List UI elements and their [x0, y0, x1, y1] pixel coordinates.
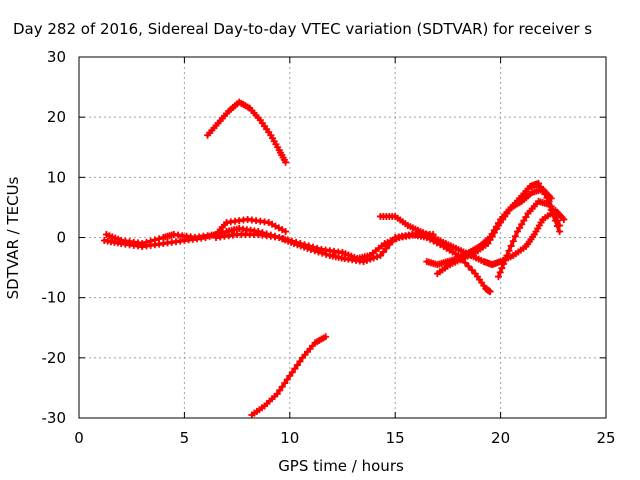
y-axis-label: SDTVAR / TECUs [4, 176, 22, 299]
data-point [488, 232, 496, 240]
x-tick-label: 0 [74, 429, 84, 447]
data-point [486, 288, 494, 296]
x-tick-label: 10 [280, 429, 299, 447]
data-point [505, 247, 513, 255]
y-tick-label: 0 [56, 229, 66, 247]
data-point [282, 227, 290, 235]
series-arc-c [212, 230, 437, 263]
data-point [547, 206, 555, 214]
data-point [379, 248, 387, 256]
data-point [147, 237, 155, 245]
y-tick-label: -10 [42, 289, 67, 307]
data-point [279, 235, 287, 243]
data-point [498, 264, 506, 272]
data-point [293, 361, 301, 369]
data-points [100, 98, 568, 419]
axis-ticks: 0 5 10 15 20 25 -30 -20 -10 0 10 20 30 [42, 48, 616, 447]
y-tick-label: -30 [42, 409, 67, 427]
data-point [484, 240, 492, 248]
series-arc-e [423, 185, 555, 269]
data-point [278, 383, 286, 391]
data-point [373, 253, 381, 261]
data-point [549, 211, 557, 219]
data-point [494, 273, 502, 281]
data-point [543, 194, 551, 202]
data-point [292, 238, 300, 246]
data-point [155, 235, 163, 243]
data-point [281, 379, 289, 387]
data-point [539, 187, 547, 195]
data-point [296, 240, 304, 248]
data-point [138, 240, 146, 248]
data-point [520, 217, 528, 225]
series-line [425, 187, 553, 267]
data-point [560, 215, 568, 223]
data-point [288, 237, 296, 245]
chart-title: Day 282 of 2016, Sidereal Day-to-day VTE… [13, 20, 592, 38]
data-point [151, 236, 159, 244]
data-point [503, 252, 511, 260]
data-point [490, 229, 498, 237]
data-point [545, 200, 553, 208]
data-point [511, 232, 519, 240]
data-point [509, 237, 517, 245]
data-point [507, 242, 515, 250]
data-point [296, 357, 304, 365]
x-axis-label: GPS time / hours [278, 457, 404, 475]
series-line [205, 100, 288, 165]
y-tick-label: 10 [47, 168, 66, 186]
x-tick-label: 25 [596, 429, 615, 447]
data-point [305, 242, 313, 250]
data-point [283, 375, 291, 383]
x-tick-label: 15 [386, 429, 405, 447]
data-point [465, 262, 473, 270]
data-point [554, 222, 562, 230]
data-point [286, 372, 294, 380]
data-point [275, 234, 283, 241]
data-point [382, 244, 390, 252]
data-point [284, 236, 292, 244]
data-point [288, 368, 296, 376]
series-arc-d [376, 206, 568, 269]
data-point [322, 333, 330, 341]
data-point [513, 227, 521, 235]
data-point [282, 158, 290, 166]
data-point [518, 220, 526, 228]
data-point [291, 365, 299, 373]
data-point [276, 386, 284, 394]
data-point [468, 266, 476, 274]
data-point [556, 227, 564, 235]
series-arc-bottom [248, 333, 330, 419]
y-tick-label: -20 [42, 349, 67, 367]
data-point [501, 256, 509, 264]
series-arc-g [494, 197, 564, 281]
data-point [541, 190, 549, 198]
data-point [309, 243, 317, 251]
data-point [376, 252, 384, 260]
data-point [142, 238, 150, 246]
data-point [522, 213, 530, 221]
data-point [273, 390, 281, 398]
data-point [551, 217, 559, 225]
data-point [486, 236, 494, 244]
data-point [500, 260, 508, 268]
series-arc-top [204, 98, 290, 166]
y-tick-label: 20 [47, 108, 66, 126]
data-point [492, 225, 500, 233]
series-arc-b [102, 215, 290, 248]
data-point [516, 224, 524, 232]
y-tick-label: 30 [47, 48, 66, 66]
x-tick-label: 5 [180, 429, 190, 447]
x-tick-label: 20 [491, 429, 510, 447]
data-point [535, 179, 543, 187]
data-point [301, 241, 309, 249]
data-point [360, 258, 368, 266]
data-point [496, 268, 504, 276]
data-point [537, 183, 545, 191]
data-point [313, 244, 321, 252]
